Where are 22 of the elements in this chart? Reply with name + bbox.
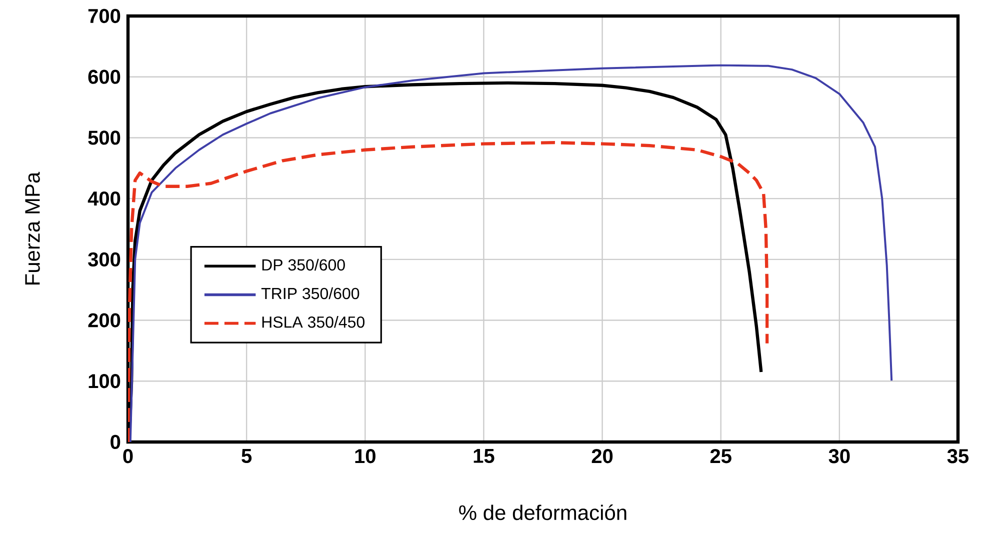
x-tick-label: 5 <box>242 449 252 463</box>
line-series <box>128 140 769 442</box>
legend-label: TRIP 350/600 <box>261 287 360 300</box>
x-tick-label: 15 <box>474 449 494 463</box>
x-tick-label: 0 <box>123 449 133 464</box>
y-axis-title: Fuerza MPa <box>25 172 40 284</box>
legend-label: HSLA 350/450 <box>262 316 364 328</box>
x-tick-label: 35 <box>947 449 969 464</box>
y-tick-label: 100 <box>88 374 120 388</box>
y-tick-label: 700 <box>88 8 120 24</box>
x-tick-label: 20 <box>592 449 613 464</box>
y-tick-label: 500 <box>88 130 120 145</box>
x-tick-label: 25 <box>710 449 732 464</box>
x-tick-label: 10 <box>355 449 376 464</box>
x-tick-label: 30 <box>828 449 850 464</box>
x-axis-title: % de deformación <box>459 504 626 520</box>
y-tick-label: 200 <box>88 313 120 328</box>
y-tick-label: 300 <box>88 252 120 267</box>
y-tick-label: 400 <box>88 191 120 206</box>
y-tick-label: 600 <box>88 70 120 84</box>
legend-label: DP 350/600 <box>262 258 345 271</box>
y-tick-label: 0 <box>110 434 120 450</box>
